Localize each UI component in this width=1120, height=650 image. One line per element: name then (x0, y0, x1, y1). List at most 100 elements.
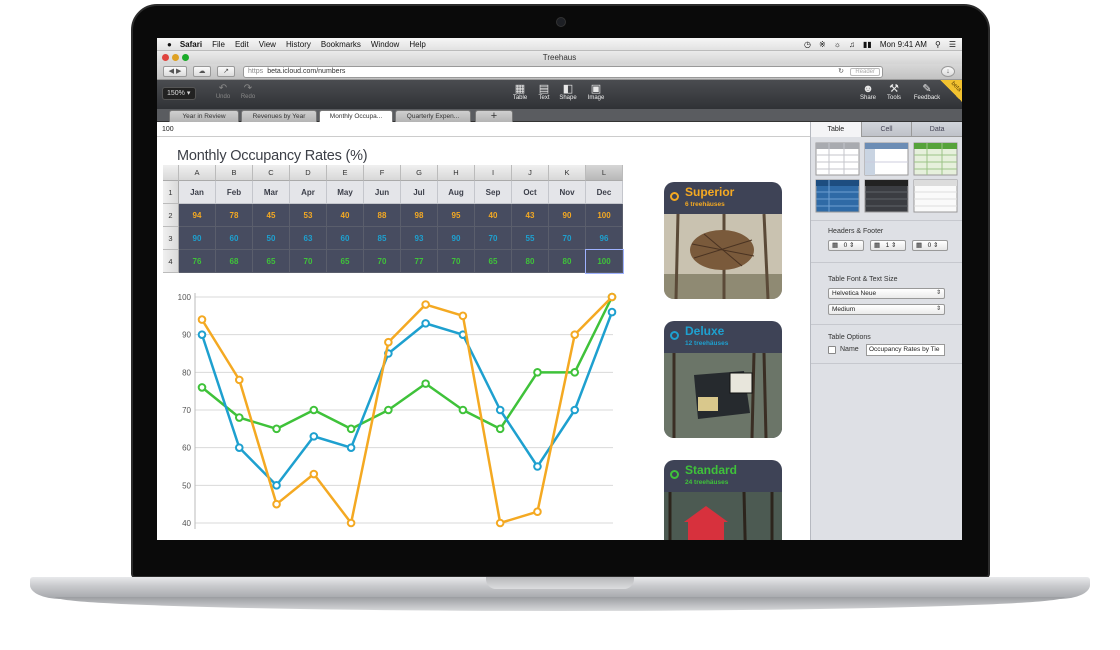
month-cell[interactable]: Apr (290, 181, 327, 204)
column-header[interactable]: F (364, 165, 401, 181)
month-cell[interactable]: May (327, 181, 364, 204)
bluetooth-icon[interactable]: ※ (818, 40, 826, 49)
menu-history[interactable]: History (285, 39, 311, 49)
header-rows-stepper[interactable]: ▦ 0 ⇕ (828, 240, 864, 251)
table-cell[interactable]: 63 (290, 227, 327, 250)
tab-table[interactable]: Table (811, 122, 862, 137)
menu-edit[interactable]: Edit (234, 39, 249, 49)
header-columns-stepper[interactable]: ▦ 1 ⇕ (870, 240, 906, 251)
table-cell[interactable]: 40 (475, 204, 512, 227)
data-point[interactable] (346, 443, 356, 452)
data-point[interactable] (607, 307, 617, 317)
table-cell[interactable]: 50 (253, 227, 290, 250)
data-point[interactable] (309, 432, 319, 441)
table-cell[interactable]: 96 (586, 227, 623, 250)
time-machine-icon[interactable]: ◷ (803, 40, 811, 49)
table-cell[interactable]: 65 (253, 250, 290, 273)
month-cell[interactable]: Nov (549, 181, 586, 204)
image-tool-button[interactable]: ▣ Image (582, 83, 610, 101)
table-cell[interactable]: 65 (475, 250, 512, 273)
table-cell[interactable]: 45 (253, 204, 290, 227)
tab-year-in-review[interactable]: Year in Review (169, 110, 239, 122)
minimize-icon[interactable] (172, 54, 179, 61)
tab-cell[interactable]: Cell (861, 122, 913, 137)
menu-help[interactable]: Help (409, 39, 426, 49)
table-cell[interactable]: 100 (585, 249, 624, 274)
data-point[interactable] (272, 424, 281, 434)
table-cell[interactable]: 70 (475, 227, 512, 250)
table-cell[interactable]: 55 (512, 227, 549, 250)
data-point[interactable] (421, 379, 430, 388)
table-tool-button[interactable]: ▦ Table (506, 83, 534, 101)
table-cell[interactable]: 70 (290, 250, 327, 273)
shape-tool-button[interactable]: ◧ Shape (554, 83, 582, 101)
data-point[interactable] (421, 319, 430, 328)
month-cell[interactable]: Dec (586, 181, 623, 204)
undo-button[interactable]: ↶ Undo (213, 83, 233, 100)
icloud-icon[interactable]: ☁ (193, 66, 211, 77)
table-cell[interactable]: 90 (549, 204, 586, 227)
table-cell[interactable]: 80 (512, 250, 549, 273)
reload-icon[interactable]: ↻ (838, 68, 844, 75)
table-name-field[interactable]: Occupancy Rates by Tie (866, 344, 945, 356)
column-header[interactable]: B (216, 165, 253, 181)
font-select[interactable]: Helvetica Neue ⇕ (828, 288, 945, 299)
series-line[interactable] (201, 296, 614, 431)
downloads-icon[interactable]: ↓ (941, 66, 955, 77)
table-cell[interactable]: 85 (364, 227, 401, 250)
tab-revenues-by-year[interactable]: Revenues by Year (241, 110, 317, 122)
tools-button[interactable]: ⚒ Tools (880, 83, 908, 101)
data-point[interactable] (533, 507, 542, 516)
card-standard[interactable]: Standard 24 treehäuses (664, 460, 782, 540)
feedback-button[interactable]: ✎ Feedback (911, 83, 943, 101)
row-header[interactable]: 2 (163, 204, 179, 227)
table-cell[interactable]: 100 (586, 204, 623, 227)
table-cell[interactable]: 77 (401, 250, 438, 273)
data-point[interactable] (234, 413, 244, 422)
table-cell[interactable]: 70 (549, 227, 586, 250)
table-corner-handle[interactable] (163, 165, 179, 181)
data-point[interactable] (533, 368, 542, 377)
table-cell[interactable]: 88 (364, 204, 401, 227)
data-point[interactable] (234, 375, 244, 385)
table-cell[interactable]: 65 (327, 250, 364, 273)
data-point[interactable] (495, 518, 505, 528)
sheet-title[interactable]: Monthly Occupancy Rates (%) (177, 148, 368, 164)
column-header[interactable]: C (253, 165, 290, 181)
close-icon[interactable] (162, 54, 169, 61)
occupancy-line-chart[interactable]: 100 90 80 70 60 50 40 (157, 287, 627, 540)
table-cell[interactable]: 40 (327, 204, 364, 227)
row-header[interactable]: 4 (163, 250, 179, 273)
menu-safari[interactable]: Safari (179, 39, 203, 49)
menu-window[interactable]: Window (370, 39, 400, 49)
add-sheet-button[interactable]: + (475, 110, 513, 122)
table-cell[interactable]: 90 (179, 227, 216, 250)
table-cell[interactable]: 70 (438, 250, 475, 273)
data-point[interactable] (570, 405, 580, 415)
column-header[interactable]: H (438, 165, 475, 181)
table-cell[interactable]: 94 (179, 204, 216, 227)
month-cell[interactable]: Jun (364, 181, 401, 204)
month-cell[interactable]: Oct (512, 181, 549, 204)
text-size-select[interactable]: Medium ⇕ (828, 304, 945, 315)
data-point[interactable] (495, 405, 505, 415)
table-cell[interactable]: 90 (438, 227, 475, 250)
table-style-swatches[interactable] (811, 140, 962, 216)
redo-button[interactable]: ↷ Redo (238, 83, 258, 100)
data-point[interactable] (346, 518, 356, 528)
data-point[interactable] (272, 481, 281, 490)
menu-view[interactable]: View (258, 39, 276, 49)
zoom-icon[interactable] (182, 54, 189, 61)
data-point[interactable] (197, 330, 207, 339)
apple-icon[interactable]: ● (167, 39, 172, 49)
data-point[interactable] (197, 315, 207, 324)
month-cell[interactable]: Aug (438, 181, 475, 204)
month-cell[interactable]: Feb (216, 181, 253, 204)
footer-rows-stepper[interactable]: ▦ 0 ⇕ (912, 240, 948, 251)
column-header[interactable]: K (549, 165, 586, 181)
table-cell[interactable]: 93 (401, 227, 438, 250)
table-cell[interactable]: 80 (549, 250, 586, 273)
table-cell[interactable]: 60 (327, 227, 364, 250)
data-point[interactable] (384, 337, 393, 347)
data-point[interactable] (570, 368, 580, 377)
